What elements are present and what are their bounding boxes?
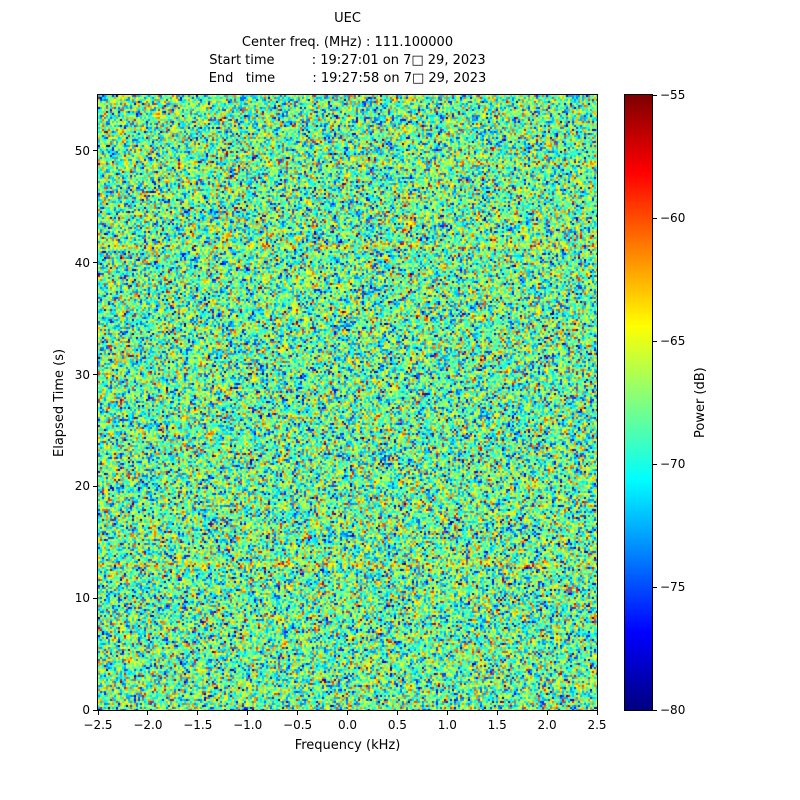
x-tick-mark [97,711,99,715]
colorbar-tick-mark [653,340,657,342]
x-tick-mark [347,711,348,715]
colorbar-tick-label: −70 [660,457,686,471]
y-tick-mark [93,485,97,487]
colorbar-gradient [625,95,652,710]
y-tick-label: 50 [74,143,90,158]
y-tick-label: 10 [74,591,90,606]
info-line-start-time: Start time : 19:27:01 on 7□ 29, 2023 [209,53,486,68]
x-tick-mark [396,711,398,715]
info-line-center-freq: Center freq. (MHz) : 111.100000 [241,35,454,50]
y-tick-label: 0 [82,703,90,717]
plot-frame [97,94,598,711]
x-tick-mark [446,711,448,715]
x-tick-label: −2.5 [83,718,113,732]
y-tick-label: 40 [74,255,90,270]
colorbar-tick-mark [653,217,657,219]
x-tick-mark [147,711,149,715]
x-tick-label: 0.5 [387,718,407,732]
x-tick-label: 2.0 [537,718,557,732]
figure-header: UEC Center freq. (MHz) : 111.100000 Star… [98,10,597,88]
chart-title: UEC [334,11,361,26]
colorbar-label: Power (dB) [693,367,708,438]
colorbar-tick-label: −55 [660,88,686,102]
info-line-end-time: End time : 19:27:58 on 7□ 29, 2023 [208,71,487,86]
x-tick-label: −2.0 [133,718,163,732]
x-tick-mark [546,711,548,715]
x-tick-label: 1.0 [437,718,457,732]
x-tick-mark [247,711,249,715]
x-tick-label: −0.5 [283,718,313,732]
colorbar-tick-label: −80 [660,703,686,717]
colorbar-tick-label: −65 [660,334,686,348]
x-tick-label: 0.0 [337,718,358,732]
x-tick-mark [297,711,299,715]
y-tick-label: 30 [74,367,90,382]
x-axis-label: Frequency (kHz) [294,738,401,753]
y-tick-mark [93,709,97,711]
y-tick-mark [93,597,97,599]
colorbar-tick-mark [653,709,657,711]
x-tick-mark [596,711,598,715]
y-tick-label: 20 [74,479,90,494]
y-tick-mark [93,150,97,152]
y-tick-mark [93,262,97,264]
colorbar-tick-mark [653,463,657,465]
colorbar-tick-label: −60 [660,211,686,225]
x-tick-label: 2.5 [587,718,607,732]
y-axis-label: Elapsed Time (s) [52,348,67,457]
x-tick-mark [197,711,199,715]
x-tick-label: 1.5 [487,718,507,732]
colorbar-tick-mark [653,586,657,588]
x-tick-label: −1.5 [183,718,213,732]
colorbar-tick-mark [653,94,657,96]
y-tick-mark [93,374,97,376]
colorbar-frame [624,94,653,711]
spectrogram-heatmap [98,95,597,710]
x-tick-label: −1.0 [233,718,263,732]
colorbar-tick-label: −75 [660,580,686,594]
x-tick-mark [496,711,498,715]
